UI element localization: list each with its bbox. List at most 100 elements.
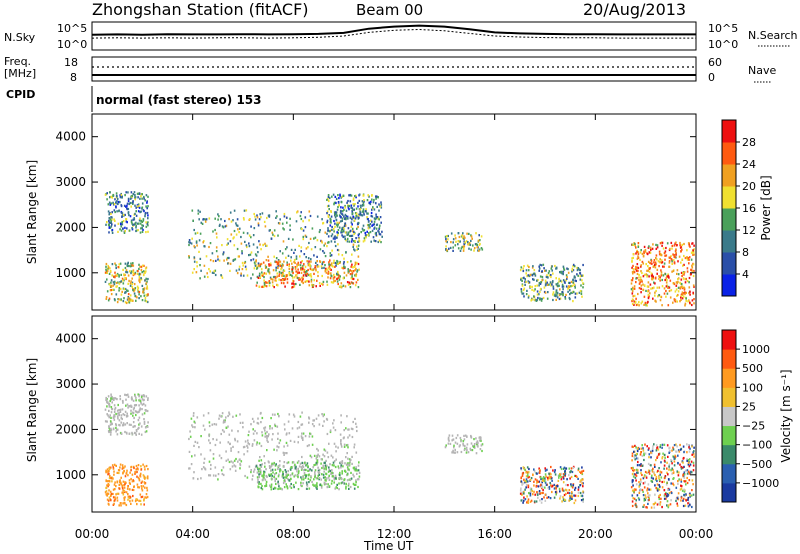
range-gate-cell: [367, 227, 370, 230]
range-gate-cell: [634, 301, 637, 304]
range-gate-cell: [520, 290, 523, 293]
range-gate-cell: [630, 282, 633, 285]
range-gate-cell: [637, 457, 639, 460]
range-gate-cell: [134, 287, 137, 290]
range-gate-cell: [632, 295, 634, 298]
range-gate-cell: [579, 491, 582, 495]
range-gate-cell: [344, 235, 346, 238]
range-gate-cell: [117, 200, 120, 204]
range-gate-cell: [541, 481, 543, 484]
range-gate-cell: [347, 468, 349, 471]
range-gate-cell: [368, 224, 370, 227]
range-gate-cell: [547, 276, 549, 279]
range-gate-cell: [666, 467, 668, 470]
range-gate-cell: [308, 487, 311, 490]
range-gate-cell: [264, 242, 266, 245]
range-gate-cell: [563, 466, 566, 469]
range-gate-cell: [578, 291, 581, 294]
range-gate-cell: [245, 268, 248, 271]
range-gate-cell: [104, 491, 107, 494]
range-gate-cell: [641, 473, 643, 477]
range-gate-cell: [527, 500, 529, 503]
range-gate-cell: [347, 446, 349, 449]
range-gate-cell: [691, 505, 693, 509]
range-gate-cell: [362, 204, 365, 207]
range-gate-cell: [132, 411, 135, 414]
range-gate-cell: [219, 441, 221, 444]
range-gate-cell: [326, 418, 329, 421]
range-gate-cell: [667, 506, 670, 509]
range-gate-cell: [108, 466, 111, 469]
range-gate-cell: [315, 462, 318, 465]
range-gate-cell: [311, 469, 313, 472]
range-gate-cell: [107, 485, 109, 488]
range-gate-cell: [293, 258, 296, 262]
range-gate-cell: [527, 501, 530, 504]
range-gate-cell: [347, 227, 350, 230]
range-gate-cell: [114, 488, 116, 491]
range-gate-cell: [682, 504, 685, 508]
range-gate-cell: [653, 443, 655, 446]
range-gate-cell: [142, 394, 145, 397]
range-gate-cell: [289, 485, 291, 488]
range-gate-cell: [684, 495, 686, 498]
range-gate-cell: [207, 412, 210, 415]
range-gate-cell: [639, 483, 641, 486]
range-gate-cell: [286, 487, 289, 490]
range-gate-cell: [686, 258, 689, 261]
range-gate-cell: [647, 246, 650, 249]
range-gate-cell: [257, 251, 259, 254]
colorbar-tick-label: −500: [742, 458, 772, 471]
range-gate-cell: [336, 486, 338, 490]
range-gate-cell: [221, 429, 224, 432]
range-gate-cell: [581, 494, 584, 497]
colorbar-segment: [722, 387, 736, 407]
range-gate-cell: [146, 211, 149, 215]
range-gate-cell: [526, 275, 528, 278]
range-gate-cell: [141, 271, 143, 274]
range-gate-cell: [326, 221, 328, 224]
range-gate-cell: [526, 264, 529, 267]
range-gate-cell: [655, 254, 658, 257]
range-gate-cell: [325, 468, 327, 471]
range-gate-cell: [336, 262, 338, 265]
range-gate-cell: [135, 226, 137, 229]
range-gate-cell: [312, 284, 315, 287]
range-gate-cell: [297, 467, 299, 470]
range-gate-cell: [548, 475, 551, 478]
range-gate-cell: [229, 468, 232, 471]
range-gate-cell: [356, 261, 358, 264]
range-gate-cell: [305, 256, 307, 259]
range-gate-cell: [142, 463, 144, 466]
range-gate-cell: [643, 453, 645, 457]
range-gate-cell: [654, 493, 656, 496]
range-gate-cell: [309, 267, 312, 270]
range-gate-cell: [230, 449, 232, 452]
range-gate-cell: [267, 281, 269, 284]
range-gate-cell: [302, 438, 304, 441]
range-gate-cell: [352, 270, 355, 273]
range-gate-cell: [294, 261, 296, 264]
range-gate-cell: [649, 246, 652, 249]
range-gate-cell: [668, 286, 671, 289]
range-gate-cell: [283, 479, 285, 482]
range-gate-cell: [647, 502, 649, 505]
range-gate-cell: [542, 491, 544, 494]
range-gate-cell: [652, 297, 654, 300]
range-gate-cell: [239, 462, 241, 466]
range-gate-cell: [357, 278, 359, 281]
range-gate-cell: [337, 249, 340, 252]
range-gate-cell: [299, 462, 302, 465]
range-gate-cell: [106, 269, 109, 272]
range-gate-cell: [648, 251, 651, 254]
range-gate-cell: [328, 272, 330, 275]
range-gate-cell: [568, 499, 570, 502]
range-gate-cell: [277, 475, 280, 478]
range-gate-cell: [523, 496, 525, 499]
range-gate-cell: [281, 265, 283, 268]
range-gate-cell: [282, 269, 285, 272]
range-gate-cell: [199, 210, 201, 213]
range-gate-cell: [336, 221, 338, 224]
range-gate-cell: [252, 432, 255, 435]
range-gate-cell: [566, 277, 568, 280]
